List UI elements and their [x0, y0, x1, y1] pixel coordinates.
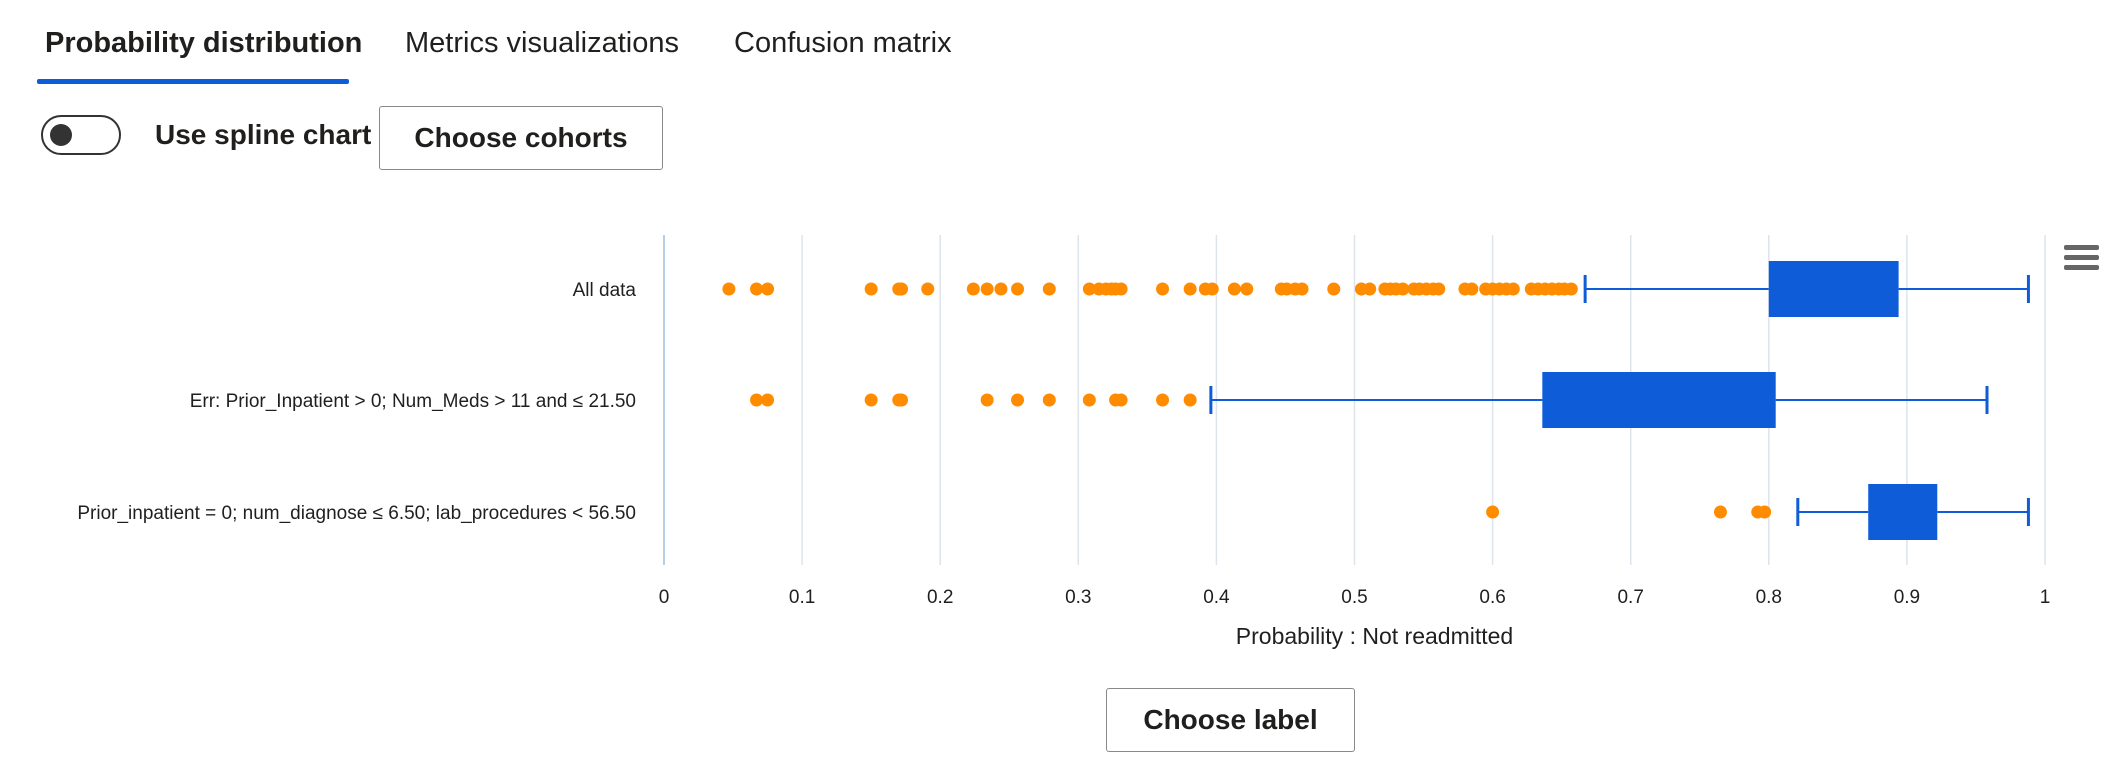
outlier-point	[1758, 505, 1772, 519]
tab-confusion-matrix[interactable]: Confusion matrix	[734, 27, 952, 59]
outlier-point	[1240, 282, 1254, 296]
outlier-point	[895, 393, 909, 407]
outlier-point	[1183, 282, 1197, 296]
outlier-point	[761, 282, 775, 296]
hamburger-menu-icon[interactable]	[2064, 245, 2099, 275]
outlier-point	[1011, 393, 1025, 407]
x-tick-label: 0.6	[1479, 587, 1505, 608]
outlier-point	[1183, 393, 1197, 407]
x-tick-label: 0.4	[1203, 587, 1230, 608]
tab-probability-distribution[interactable]: Probability distribution	[45, 27, 363, 59]
x-tick-label: 0.5	[1341, 587, 1367, 608]
outlier-point	[1396, 282, 1410, 296]
spline-chart-toggle[interactable]	[41, 115, 121, 155]
outlier-point	[994, 282, 1008, 296]
outlier-point	[1205, 282, 1219, 296]
outlier-point	[1042, 393, 1056, 407]
outlier-point	[1295, 282, 1309, 296]
outlier-point	[921, 282, 935, 296]
tab-metrics-visualizations[interactable]: Metrics visualizations	[405, 27, 679, 59]
outlier-point	[1042, 282, 1056, 296]
x-tick-label: 0.7	[1617, 587, 1643, 608]
outlier-point	[864, 393, 878, 407]
outlier-point	[1713, 505, 1727, 519]
x-tick-label: 0.8	[1756, 587, 1782, 608]
outlier-point	[1011, 282, 1025, 296]
x-tick-label: 0.1	[789, 587, 815, 608]
category-label: All data	[573, 280, 637, 301]
x-axis-title: Probability : Not readmitted	[1236, 623, 1513, 649]
outlier-point	[1506, 282, 1520, 296]
choose-label-button[interactable]: Choose label	[1106, 688, 1355, 752]
x-tick-label: 0.2	[927, 587, 953, 608]
x-tick-label: 0.9	[1894, 587, 1920, 608]
outlier-point	[980, 282, 994, 296]
outlier-point	[1114, 282, 1128, 296]
outlier-point	[895, 282, 909, 296]
category-label: Prior_inpatient = 0; num_diagnose ≤ 6.50…	[77, 503, 636, 524]
outlier-point	[966, 282, 980, 296]
outlier-point	[1327, 282, 1341, 296]
toggle-knob	[50, 124, 72, 146]
active-tab-indicator	[37, 79, 349, 84]
box-iqr	[1542, 372, 1776, 428]
x-tick-label: 1	[2040, 587, 2051, 608]
category-label: Err: Prior_Inpatient > 0; Num_Meds > 11 …	[190, 391, 636, 412]
outlier-point	[1363, 282, 1377, 296]
outlier-point	[1465, 282, 1479, 296]
outlier-point	[1156, 393, 1170, 407]
outlier-point	[1564, 282, 1578, 296]
outlier-point	[1432, 282, 1446, 296]
outlier-point	[1227, 282, 1241, 296]
outlier-point	[1082, 282, 1096, 296]
box-iqr	[1768, 261, 1899, 317]
outlier-point	[750, 282, 764, 296]
choose-cohorts-button[interactable]: Choose cohorts	[379, 106, 663, 170]
outlier-point	[1082, 393, 1096, 407]
outlier-point	[864, 282, 878, 296]
outlier-point	[761, 393, 775, 407]
box-iqr	[1868, 484, 1938, 540]
outlier-point	[1156, 282, 1170, 296]
outlier-point	[1486, 505, 1500, 519]
outlier-point	[980, 393, 994, 407]
x-tick-label: 0.3	[1065, 587, 1091, 608]
outlier-point	[1114, 393, 1128, 407]
outlier-point	[722, 282, 736, 296]
outlier-point	[750, 393, 764, 407]
spline-chart-toggle-label: Use spline chart	[155, 119, 372, 150]
x-tick-label: 0	[659, 587, 670, 608]
probability-boxplot-chart: 0 0.1 0.2 0.3 0.4 0.5 0.6 0.7 0.8 0.9 1 Probability…	[77, 235, 2051, 649]
